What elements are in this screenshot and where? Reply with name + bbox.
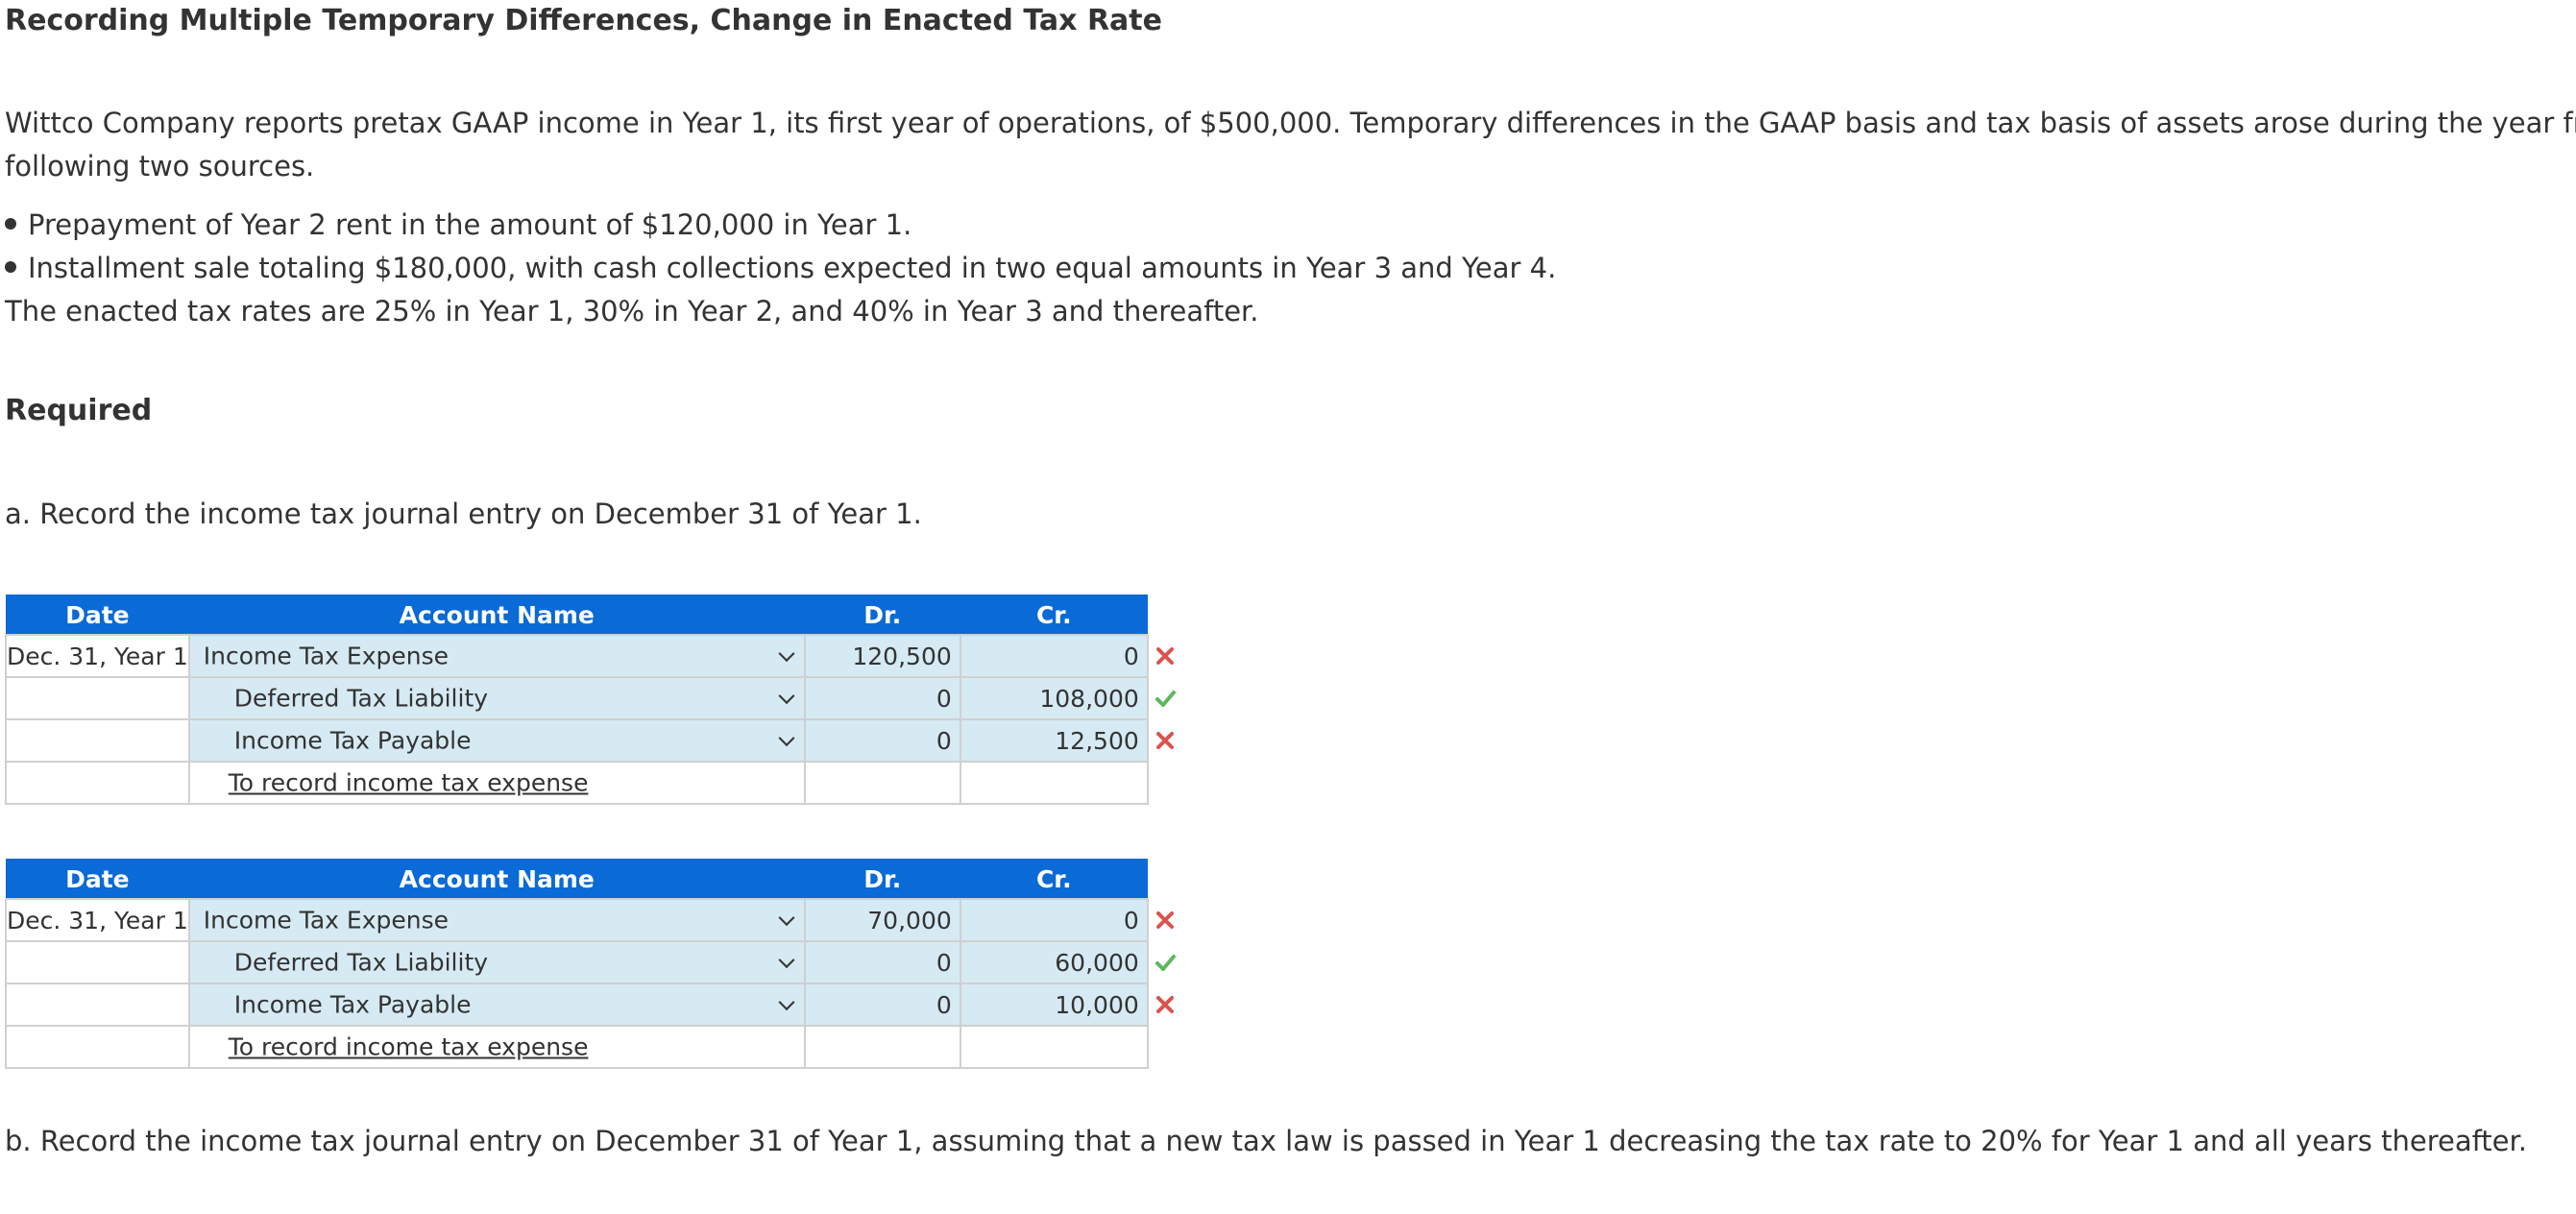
date-cell [5,761,190,805]
chevron-down-icon[interactable] [778,688,795,705]
required-heading: Required [5,394,153,427]
header-account-name: Account Name [188,859,806,900]
table-row: To record income tax expense [5,1025,1149,1069]
journal-entry-table-1: Date Account Name Dr. Cr. Dec. 31, Year … [5,595,1176,805]
table-row: Dec. 31, Year 1 Income Tax Expense 70,00… [5,898,1174,942]
bullet-dot-icon [5,261,16,273]
account-select-value: Deferred Tax Liability [233,684,489,713]
chevron-down-icon[interactable] [778,910,795,927]
date-cell: Dec. 31, Year 1 [5,634,190,678]
credit-value: 0 [1123,906,1139,935]
x-icon [1155,996,1174,1013]
date-cell: Dec. 31, Year 1 [5,898,190,942]
intro-text-line-1: Wittco Company reports pretax GAAP incom… [5,107,2576,139]
problem-title: Recording Multiple Temporary Differences… [5,4,1162,37]
check-icon [1154,691,1176,707]
table-row: To record income tax expense [5,761,1149,805]
empty-credit-cell [959,1025,1149,1069]
table-header-row: Date Account Name Dr. Cr. [5,859,1149,900]
debit-input[interactable]: 0 [803,940,961,984]
table-row: Deferred Tax Liability 0 108,000 [5,676,1176,720]
header-date: Date [5,595,190,636]
header-date: Date [5,859,190,900]
table-row: Income Tax Payable 0 12,500 [5,718,1174,763]
account-select[interactable]: Income Tax Payable [187,983,806,1027]
credit-input[interactable]: 60,000 [959,940,1176,984]
date-cell [5,983,190,1027]
debit-input[interactable]: 0 [803,676,961,720]
bullet-item-2: Installment sale totaling $180,000, with… [5,247,1556,290]
credit-input[interactable]: 12,500 [959,718,1174,763]
credit-input[interactable]: 0 [959,898,1174,942]
account-select-value: Income Tax Expense [203,906,449,935]
chevron-down-icon[interactable] [778,730,795,747]
account-select-value: Deferred Tax Liability [233,948,489,977]
bullet-dot-icon [5,218,16,230]
credit-value: 108,000 [1039,684,1139,713]
chevron-down-icon[interactable] [778,994,795,1011]
account-select[interactable]: Deferred Tax Liability [187,676,806,720]
part-a-instruction: a. Record the income tax journal entry o… [5,498,922,530]
check-icon [1154,955,1176,971]
memo-cell: To record income tax expense [187,761,806,805]
credit-value: 60,000 [1055,948,1139,977]
credit-value: 0 [1123,642,1139,670]
table-row: Deferred Tax Liability 0 60,000 [5,940,1176,984]
x-icon [1155,911,1174,929]
credit-input[interactable]: 0 [959,634,1174,678]
account-select-value: Income Tax Expense [203,642,449,670]
date-cell [5,1025,190,1069]
date-cell [5,676,190,720]
header-credit: Cr. [960,595,1149,636]
memo-text: To record income tax expense [228,768,589,797]
empty-debit-cell [803,761,961,805]
credit-value: 12,500 [1055,726,1139,755]
chevron-down-icon[interactable] [778,952,795,969]
bullet-item-1: Prepayment of Year 2 rent in the amount … [5,204,911,247]
journal-entry-table-2: Date Account Name Dr. Cr. Dec. 31, Year … [5,859,1176,1069]
credit-value: 10,000 [1055,990,1139,1019]
x-icon [1155,732,1174,749]
credit-input[interactable]: 108,000 [959,676,1176,720]
debit-input[interactable]: 70,000 [803,898,961,942]
table-header-row: Date Account Name Dr. Cr. [5,595,1149,636]
date-cell [5,718,190,763]
bullet-text: Prepayment of Year 2 rent in the amount … [28,208,912,241]
account-select-value: Income Tax Payable [233,726,472,755]
credit-input[interactable]: 10,000 [959,983,1174,1027]
memo-text: To record income tax expense [228,1032,589,1061]
part-b-instruction: b. Record the income tax journal entry o… [5,1125,2527,1157]
empty-debit-cell [803,1025,961,1069]
account-select[interactable]: Deferred Tax Liability [187,940,806,984]
memo-cell: To record income tax expense [187,1025,806,1069]
tax-rates-text: The enacted tax rates are 25% in Year 1,… [5,295,1259,328]
date-cell [5,940,190,984]
header-account-name: Account Name [188,595,806,636]
x-icon [1155,647,1174,665]
empty-credit-cell [959,761,1149,805]
table-row: Income Tax Payable 0 10,000 [5,983,1174,1027]
bullet-text: Installment sale totaling $180,000, with… [28,252,1557,284]
account-select[interactable]: Income Tax Expense [187,898,806,942]
debit-input[interactable]: 120,500 [803,634,961,678]
header-debit: Dr. [804,595,961,636]
intro-text-line-2: following two sources. [5,150,315,182]
header-debit: Dr. [804,859,961,900]
account-select[interactable]: Income Tax Payable [187,718,806,763]
account-select-value: Income Tax Payable [233,990,472,1019]
account-select[interactable]: Income Tax Expense [187,634,806,678]
debit-input[interactable]: 0 [803,718,961,763]
debit-input[interactable]: 0 [803,983,961,1027]
table-row: Dec. 31, Year 1 Income Tax Expense 120,5… [5,634,1174,678]
header-credit: Cr. [960,859,1149,900]
chevron-down-icon[interactable] [778,645,795,663]
